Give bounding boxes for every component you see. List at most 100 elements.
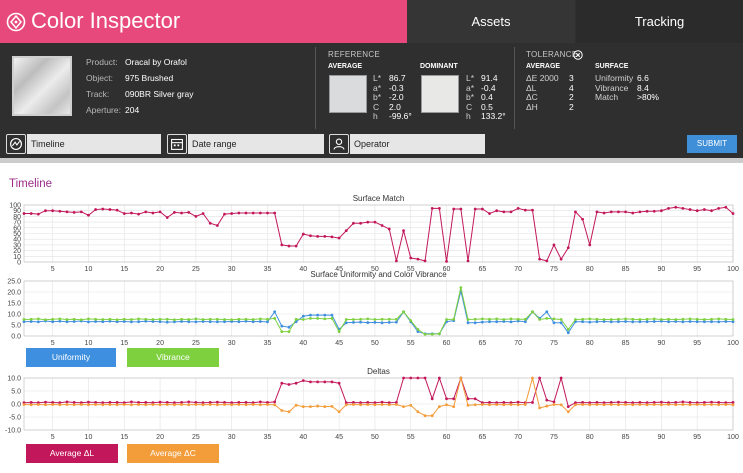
timeline-filter[interactable]: Timeline (6, 134, 161, 154)
legend-average-dc-button[interactable]: Average ΔC (127, 444, 219, 463)
sample-swatch-image (12, 56, 72, 116)
metric-value: 4 (569, 82, 574, 93)
tab-assets[interactable]: Assets (407, 0, 575, 43)
data-point (430, 207, 434, 210)
data-point (638, 403, 642, 406)
data-point (287, 325, 291, 329)
data-point (165, 320, 169, 324)
data-point (280, 243, 284, 247)
data-point (624, 320, 627, 323)
data-point (58, 319, 62, 323)
metric-key: C (373, 101, 380, 112)
data-point (201, 403, 205, 407)
data-point (115, 318, 119, 322)
data-point (645, 401, 649, 405)
data-point (65, 400, 69, 404)
data-point (531, 310, 534, 314)
submit-button[interactable]: SUBMIT (687, 135, 737, 153)
metric-value: 2.0 (389, 101, 401, 112)
data-point (251, 211, 255, 215)
data-point (122, 212, 126, 215)
y-tick-label: 80 (13, 214, 21, 221)
data-point (208, 221, 212, 225)
data-point (172, 320, 176, 324)
data-point (122, 317, 126, 321)
data-point (22, 403, 26, 406)
legend-average-dl-button[interactable]: Average ΔL (26, 444, 118, 463)
x-tick-label: 85 (622, 434, 630, 441)
data-point (266, 403, 269, 406)
metric-value: -0.4 (481, 82, 496, 93)
data-point (652, 401, 656, 404)
data-point (87, 320, 90, 324)
data-point (115, 208, 119, 212)
data-point (731, 318, 735, 321)
object-label: Object: (86, 73, 113, 83)
tab-tracking[interactable]: Tracking (576, 0, 743, 43)
data-point (395, 403, 398, 406)
data-point (717, 403, 721, 407)
date-range-field[interactable]: Date range (188, 134, 324, 154)
product-value: Oracal by Orafol (125, 57, 187, 67)
tolerance-average-label: AVERAGE (526, 63, 561, 70)
metric-value: 8.4 (637, 82, 649, 93)
data-point (373, 401, 377, 405)
data-point (244, 319, 248, 323)
data-point (495, 209, 499, 213)
x-tick-label: 45 (335, 434, 343, 441)
top-bar: Color Inspector Assets Tracking (0, 0, 743, 43)
data-point (87, 400, 90, 404)
data-point (695, 317, 699, 321)
data-point (309, 405, 312, 408)
data-point (208, 320, 212, 324)
data-point (316, 380, 320, 384)
data-point (144, 210, 148, 214)
data-point (380, 403, 384, 406)
x-tick-label: 65 (478, 340, 486, 347)
data-point (552, 317, 556, 321)
data-point (387, 403, 391, 407)
data-point (309, 380, 312, 384)
data-point (172, 211, 176, 214)
x-tick-label: 100 (727, 434, 739, 441)
data-point (65, 320, 69, 324)
operator-filter[interactable]: Operator (329, 134, 485, 154)
timeline-field[interactable]: Timeline (27, 134, 161, 154)
x-tick-label: 5 (51, 266, 55, 273)
metric-value: 0.4 (481, 92, 493, 102)
data-point (702, 318, 706, 321)
data-point (416, 328, 420, 331)
metric-key: Vibrance (595, 82, 629, 93)
track-label: Track: (86, 89, 110, 99)
data-point (638, 210, 642, 214)
data-point (87, 317, 90, 321)
legend-uniformity-button[interactable]: Uniformity (26, 348, 116, 367)
data-point (710, 400, 713, 404)
close-circle-icon[interactable] (573, 50, 583, 60)
data-point (731, 401, 735, 404)
data-point (645, 320, 649, 324)
data-point (552, 400, 556, 404)
data-point (273, 310, 277, 314)
data-point (316, 234, 320, 238)
data-point (617, 320, 620, 324)
data-point (588, 403, 592, 407)
data-point (617, 317, 620, 321)
metric-key: a* (373, 82, 382, 93)
x-tick-label: 55 (407, 434, 415, 441)
metric-key: Match (595, 92, 619, 102)
date-range-filter[interactable]: Date range (167, 134, 324, 154)
metric-key: L* (466, 73, 475, 83)
x-tick-label: 80 (586, 266, 594, 273)
legend-vibrance-button[interactable]: Vibrance (127, 348, 219, 367)
data-point (667, 317, 670, 321)
data-point (172, 403, 176, 407)
y-tick-label: 90 (13, 208, 21, 215)
data-point (731, 212, 735, 215)
x-tick-label: 15 (120, 266, 128, 273)
x-tick-label: 65 (478, 434, 486, 441)
data-point (258, 403, 262, 407)
x-tick-label: 85 (622, 340, 630, 347)
data-point (473, 403, 477, 407)
operator-field[interactable]: Operator (350, 134, 485, 154)
